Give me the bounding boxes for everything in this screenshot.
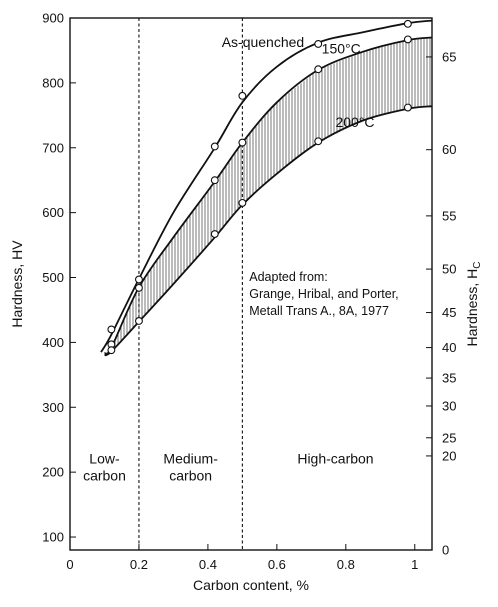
y-tick-label: 700 (42, 140, 64, 155)
data-point-s2-0 (107, 346, 116, 355)
y2-axis: 0 20 25 30 35 40 45 50 55 60 65 (426, 49, 456, 558)
x-tick-label: 0.2 (130, 557, 148, 572)
x-tick-label: 0.4 (199, 557, 217, 572)
y2-tick-label: 40 (442, 340, 456, 355)
series-annotations: As-quenched 150°C 200°C (222, 34, 375, 130)
y2-tick-label: 25 (442, 430, 456, 445)
data-point-s2-2 (210, 230, 219, 238)
x-axis-title: Carbon content, % (193, 577, 309, 593)
series-annotation-2: 200°C (335, 114, 374, 130)
y2-axis-title: Hardness, HC (464, 261, 483, 346)
y2-axis-title-main: Hardness, H (464, 269, 480, 347)
y2-tick-label: 35 (442, 371, 456, 386)
x-tick-label: 0.8 (337, 557, 355, 572)
y2-tick-label: 60 (442, 142, 456, 157)
region-label-1-line2: carbon (169, 468, 212, 484)
data-point-s2-4 (314, 137, 323, 146)
y-axis-title: Hardness, HV (9, 240, 25, 328)
series-line-0 (100, 19, 433, 353)
data-point-s0-0 (107, 325, 116, 334)
region-label-1: Medium- (163, 451, 218, 467)
y-tick-label: 900 (42, 11, 64, 26)
y-tick-label: 200 (42, 465, 64, 480)
data-point-s1-1 (135, 283, 143, 292)
data-point-s1-4 (314, 65, 323, 74)
region-label-2: High-carbon (297, 451, 373, 467)
data-point-s2-3 (238, 198, 247, 207)
region-label-0: Low- (89, 451, 120, 467)
y2-tick-label: 0 (442, 543, 449, 558)
plot-frame (69, 17, 433, 551)
data-point-s0-5 (403, 19, 412, 28)
x-tick-label: 0.6 (268, 557, 286, 572)
data-point-s0-2 (210, 142, 219, 151)
y-tick-label: 500 (42, 270, 64, 285)
y2-tick-label: 65 (442, 49, 456, 64)
data-point-s0-3 (238, 91, 247, 100)
y-tick-label: 100 (42, 530, 64, 545)
x-axis: 0 0.2 0.4 0.6 0.8 1 (66, 544, 418, 572)
source-note-line-1: Grange, Hribal, and Porter, (249, 287, 398, 301)
data-point-s0-4 (314, 40, 323, 48)
data-point-s2-5 (403, 103, 412, 112)
y-tick-label: 600 (42, 205, 64, 220)
source-note-line-0: Adapted from: (249, 270, 328, 284)
x-tick-label: 0 (66, 557, 73, 572)
y2-tick-label: 50 (442, 262, 456, 277)
x-tick-label: 1 (411, 557, 418, 572)
y2-axis-title-sub: C (472, 261, 483, 268)
y-tick-label: 400 (42, 335, 64, 350)
band-hatch (104, 37, 432, 356)
y-tick-label: 800 (42, 75, 64, 90)
source-note-line-2: Metall Trans A., 8A, 1977 (249, 304, 389, 318)
data-point-s1-2 (210, 176, 219, 185)
series-annotation-1: 150°C (322, 41, 361, 57)
tempering-band (104, 37, 432, 356)
data-point-s2-1 (135, 317, 143, 325)
y2-tick-label: 30 (442, 398, 456, 413)
data-point-s1-5 (403, 35, 412, 44)
data-point-s1-3 (238, 138, 247, 147)
series-annotation-0: As-quenched (222, 34, 305, 50)
y2-tick-label: 45 (442, 305, 456, 320)
data-point-s0-1 (135, 275, 143, 284)
source-note: Adapted from: Grange, Hribal, and Porter,… (249, 270, 398, 318)
y-axis: 100 200 300 400 500 600 700 800 900 (42, 11, 76, 545)
y-tick-label: 300 (42, 400, 64, 415)
y2-tick-label: 20 (442, 448, 456, 463)
y2-tick-label: 55 (442, 208, 456, 223)
data-points (107, 19, 412, 355)
region-label-0-line2: carbon (83, 468, 126, 484)
